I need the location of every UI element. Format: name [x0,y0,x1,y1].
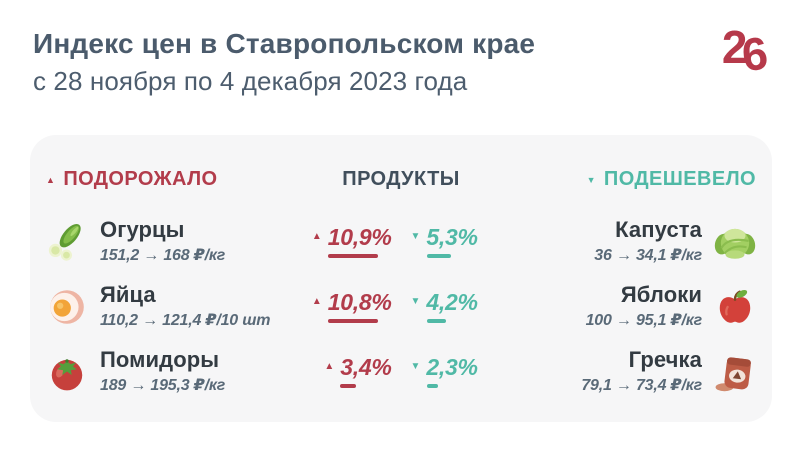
increased-column: ▲ ПОДОРОЖАЛО Огурцы 151,2 → 168 ₽/кг [46,167,286,422]
page-subtitle: с 28 ноября по 4 декабря 2023 года [33,66,468,97]
increase-bar [327,318,378,323]
increased-header-label: ПОДОРОЖАЛО [63,167,218,190]
decrease-percent: 4,2% [426,288,478,315]
product-price: 36 → 34,1 ₽/кг [594,247,702,265]
decrease-percent: 5,3% [426,223,478,250]
change-row: ▲ 3,4% ▼ 2,3% [286,339,516,404]
change-row: ▲ 10,8% ▼ 4,2% [286,274,516,339]
down-triangle-icon: ▼ [410,296,421,307]
cucumber-icon [48,223,81,261]
cabbage-icon [714,228,756,259]
products-column: ПРОДУКТЫ ▲ 10,9% ▼ 5,3% [286,167,516,422]
increased-header: ▲ ПОДОРОЖАЛО [46,167,286,191]
page-header: Индекс цен в Ставропольском крае с 28 но… [33,28,535,97]
increase-percent: 3,4% [340,353,392,380]
list-item: Огурцы 151,2 → 168 ₽/кг [46,209,286,274]
decrease-bar [426,383,438,388]
buckwheat-icon [715,356,751,391]
list-item: Капуста 36 → 34,1 ₽/кг [516,209,756,274]
list-item: Яблоки 100 → 95,1 ₽/кг [516,274,756,339]
product-price: 100 → 95,1 ₽/кг [585,312,703,330]
up-triangle-icon: ▲ [311,296,322,307]
decreased-header: ▼ ПОДЕШЕВЕЛО [516,167,756,191]
products-header: ПРОДУКТЫ [342,167,460,190]
fried-egg-icon [50,289,84,324]
increase-bar [340,383,357,388]
logo-26-icon: 26 [721,21,769,82]
list-item: Гречка 79,1 → 73,4 ₽/кг [516,339,756,404]
down-triangle-icon: ▼ [410,231,421,242]
change-row: ▲ 10,9% ▼ 5,3% [286,209,516,274]
decrease-bar [426,318,446,323]
product-price: 151,2 → 168 ₽/кг [100,247,226,265]
increase-percent: 10,8% [327,288,392,315]
product-name: Яйца [100,281,156,307]
increase-bar [327,253,378,258]
product-name: Гречка [628,346,702,372]
apple-icon [719,289,751,323]
decreased-column: ▼ ПОДЕШЕВЕЛО Капуста 36 → 34,1 ₽/кг Ябло… [516,167,756,422]
tomato-icon [51,358,83,390]
product-name: Огурцы [100,216,185,242]
down-triangle-icon: ▼ [410,361,421,372]
product-name: Яблоки [620,281,702,307]
product-price: 110,2 → 121,4 ₽/10 шт [100,312,271,330]
page-title: Индекс цен в Ставропольском крае [33,28,536,59]
up-triangle-icon: ▲ [311,231,322,242]
list-item: Помидоры 189 → 195,3 ₽/кг [46,339,286,404]
increase-percent: 10,9% [327,223,392,250]
list-item: Яйца 110,2 → 121,4 ₽/10 шт [46,274,286,339]
product-price: 189 → 195,3 ₽/кг [100,377,226,395]
product-name: Помидоры [100,346,220,372]
product-price: 79,1 → 73,4 ₽/кг [581,377,702,395]
decreased-header-label: ПОДЕШЕВЕЛО [603,167,756,190]
product-name: Капуста [615,216,702,242]
up-triangle-icon: ▲ [46,174,56,185]
up-triangle-icon: ▲ [324,361,335,372]
decrease-bar [426,253,451,258]
down-triangle-icon: ▼ [586,174,596,185]
decrease-percent: 2,3% [426,353,478,380]
price-index-card: ▲ ПОДОРОЖАЛО Огурцы 151,2 → 168 ₽/кг [30,135,772,422]
